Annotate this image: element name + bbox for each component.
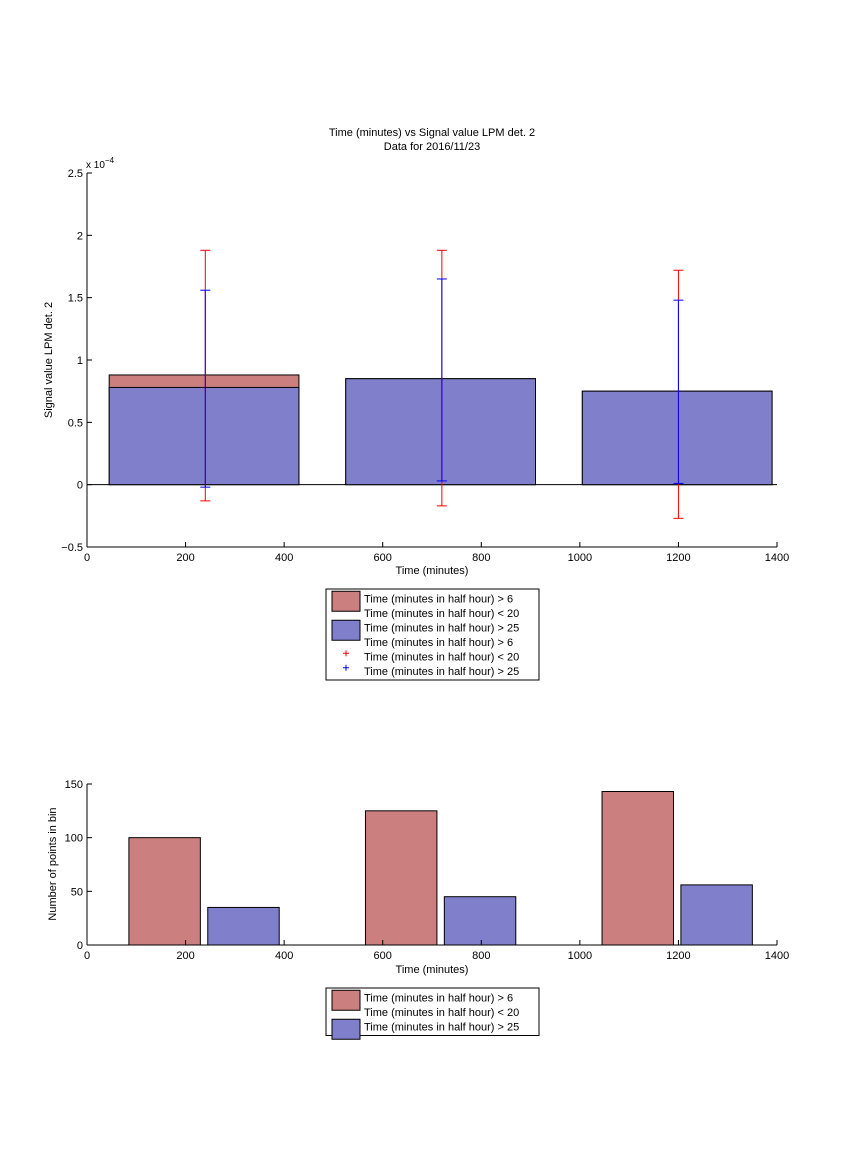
legend-label: Time (minutes in half hour) > 25	[364, 622, 519, 634]
legend-label: Time (minutes in half hour) < 20	[364, 1007, 519, 1019]
y-tick-label: 0	[77, 480, 83, 492]
chart-subtitle: Data for 2016/11/23	[384, 141, 480, 153]
bottom-chart: 0 200 400 600 800 1000 1200 1400 0 50 100 150	[65, 779, 790, 962]
count-bar-blue	[680, 884, 753, 946]
count-bar-blue	[207, 906, 280, 946]
x-tick-label: 1400	[765, 552, 789, 564]
x-tick-label: 800	[472, 950, 490, 962]
y-tick-label: 1.5	[68, 293, 83, 305]
y-tick-label: 50	[71, 886, 83, 898]
x-tick-label: 1200	[666, 950, 690, 962]
top-chart: 0 200 400 600 800 1000 1200 1400−0.500.511.522.…	[61, 168, 789, 564]
bar-blue	[345, 378, 536, 486]
x-tick-label: 200	[176, 552, 194, 564]
count-bar-red	[128, 837, 201, 946]
x-tick-label: 1000	[568, 552, 592, 564]
legend-label: Time (minutes in half hour) > 6	[364, 992, 513, 1004]
legend-bottom: Time (minutes in half hour) > 6 Time (min…	[325, 987, 540, 1040]
x-tick-label: 1400	[765, 950, 789, 962]
x-tick-label: 600	[374, 950, 392, 962]
y-tick-label: 1	[77, 355, 83, 367]
legend-label: Time (minutes in half hour) > 25	[364, 1021, 519, 1033]
x-tick-label: 400	[275, 950, 293, 962]
y-exponent-base: x 10	[86, 160, 105, 171]
legend-label: Time (minutes in half hour) > 6	[364, 593, 513, 605]
y-tick-label: 0.5	[68, 417, 83, 429]
count-bar-blue	[443, 896, 517, 946]
x-tick-label: 1000	[568, 950, 592, 962]
legend-label: Time (minutes in half hour) < 20	[364, 651, 519, 663]
x-tick-label: 800	[472, 552, 490, 564]
bar-blue	[581, 390, 773, 486]
y-tick-label: 100	[65, 833, 83, 845]
y-exponent-label: x 10−4	[86, 156, 115, 171]
y-axis-label-bottom: Number of points in bin	[47, 807, 59, 920]
x-tick-label: 600	[374, 552, 392, 564]
x-tick-label: 200	[176, 950, 194, 962]
x-tick-label: 1200	[666, 552, 690, 564]
count-bar-red	[601, 791, 674, 946]
legend-patch	[331, 1018, 361, 1040]
bar-blue	[108, 386, 300, 486]
legend-label: Time (minutes in half hour) > 6	[364, 637, 513, 649]
x-tick-label: 0	[84, 552, 90, 564]
legend-label: Time (minutes in half hour) < 20	[364, 608, 519, 620]
y-tick-label: 150	[65, 779, 83, 791]
legend-patch	[331, 590, 361, 612]
y-tick-label: −0.5	[61, 542, 83, 554]
legend-box	[325, 588, 540, 681]
x-axis-label-top: Time (minutes)	[396, 565, 469, 577]
y-tick-label: 2	[77, 230, 83, 242]
y-tick-label: 0	[77, 940, 83, 952]
legend-box	[325, 987, 540, 1036]
legend-top: Time (minutes in half hour) > 6 Time (min…	[325, 588, 540, 681]
legend-patch	[331, 619, 361, 641]
x-tick-label: 400	[275, 552, 293, 564]
y-exponent-power: −4	[105, 156, 115, 165]
y-tick-label: 2.5	[68, 168, 83, 180]
legend-label: Time (minutes in half hour) > 25	[364, 666, 519, 678]
y-axis-label-top: Signal value LPM det. 2	[43, 302, 55, 418]
count-bar-red	[364, 810, 438, 946]
x-tick-label: 0	[84, 950, 90, 962]
x-axis-label-bottom: Time (minutes)	[396, 964, 469, 976]
legend-patch	[331, 989, 361, 1011]
chart-title: Time (minutes) vs Signal value LPM det. …	[329, 127, 535, 139]
